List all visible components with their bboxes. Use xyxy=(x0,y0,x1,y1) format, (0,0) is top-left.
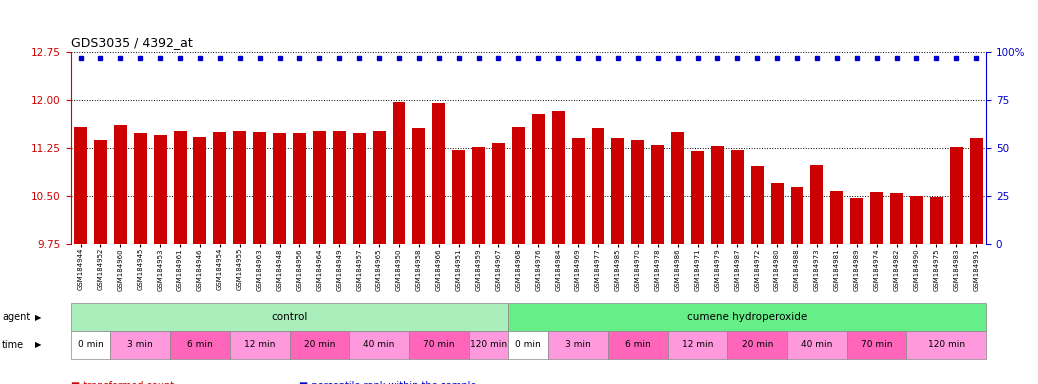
Bar xyxy=(472,147,485,244)
Bar xyxy=(74,127,87,244)
Bar xyxy=(234,131,246,244)
Bar xyxy=(453,150,465,244)
Text: ■ transformed count: ■ transformed count xyxy=(71,381,173,384)
Text: 0 min: 0 min xyxy=(78,340,104,349)
Bar xyxy=(114,126,127,244)
Text: ▶: ▶ xyxy=(35,313,42,322)
Bar xyxy=(214,132,226,244)
Bar xyxy=(890,193,903,244)
Bar xyxy=(731,150,744,244)
Text: cumene hydroperoxide: cumene hydroperoxide xyxy=(687,312,808,322)
Bar xyxy=(531,114,545,244)
Bar xyxy=(134,133,146,244)
Text: control: control xyxy=(271,312,307,322)
Bar xyxy=(572,138,584,244)
Text: 40 min: 40 min xyxy=(363,340,394,349)
Bar xyxy=(173,131,187,244)
Bar xyxy=(811,165,823,244)
Text: 20 min: 20 min xyxy=(741,340,773,349)
Text: 70 min: 70 min xyxy=(424,340,455,349)
Text: 0 min: 0 min xyxy=(516,340,541,349)
Bar xyxy=(830,191,843,244)
Bar xyxy=(512,127,525,244)
Text: 6 min: 6 min xyxy=(625,340,651,349)
Bar xyxy=(870,192,883,244)
Bar xyxy=(432,103,445,244)
Text: 120 min: 120 min xyxy=(928,340,965,349)
Bar xyxy=(910,196,923,244)
Bar xyxy=(492,143,504,244)
Bar xyxy=(611,138,625,244)
Bar xyxy=(691,151,704,244)
Bar xyxy=(293,133,306,244)
Bar xyxy=(672,132,684,244)
Bar xyxy=(770,183,784,244)
Bar xyxy=(850,199,864,244)
Text: 6 min: 6 min xyxy=(187,340,213,349)
Text: 40 min: 40 min xyxy=(801,340,832,349)
Bar xyxy=(552,111,565,244)
Bar xyxy=(750,166,764,244)
Bar xyxy=(273,133,286,244)
Bar xyxy=(154,135,167,244)
Bar xyxy=(392,103,406,244)
Text: 3 min: 3 min xyxy=(128,340,154,349)
Bar xyxy=(969,138,983,244)
Text: ▶: ▶ xyxy=(35,340,42,349)
Bar xyxy=(312,131,326,244)
Text: ■ percentile rank within the sample: ■ percentile rank within the sample xyxy=(299,381,476,384)
Bar xyxy=(333,131,346,244)
Bar xyxy=(412,128,426,244)
Bar xyxy=(711,146,723,244)
Bar xyxy=(791,187,803,244)
Text: agent: agent xyxy=(2,312,30,322)
Text: time: time xyxy=(2,340,24,350)
Bar xyxy=(950,147,962,244)
Text: GDS3035 / 4392_at: GDS3035 / 4392_at xyxy=(71,36,192,49)
Bar xyxy=(631,139,645,244)
Text: 70 min: 70 min xyxy=(861,340,893,349)
Bar xyxy=(353,133,365,244)
Text: 3 min: 3 min xyxy=(566,340,591,349)
Text: 12 min: 12 min xyxy=(244,340,275,349)
Bar xyxy=(373,131,385,244)
Text: 12 min: 12 min xyxy=(682,340,713,349)
Bar xyxy=(592,128,604,244)
Bar xyxy=(94,139,107,244)
Text: 120 min: 120 min xyxy=(470,340,508,349)
Bar xyxy=(651,145,664,244)
Bar xyxy=(193,137,207,244)
Bar xyxy=(930,197,943,244)
Bar xyxy=(253,132,266,244)
Text: 20 min: 20 min xyxy=(304,340,335,349)
